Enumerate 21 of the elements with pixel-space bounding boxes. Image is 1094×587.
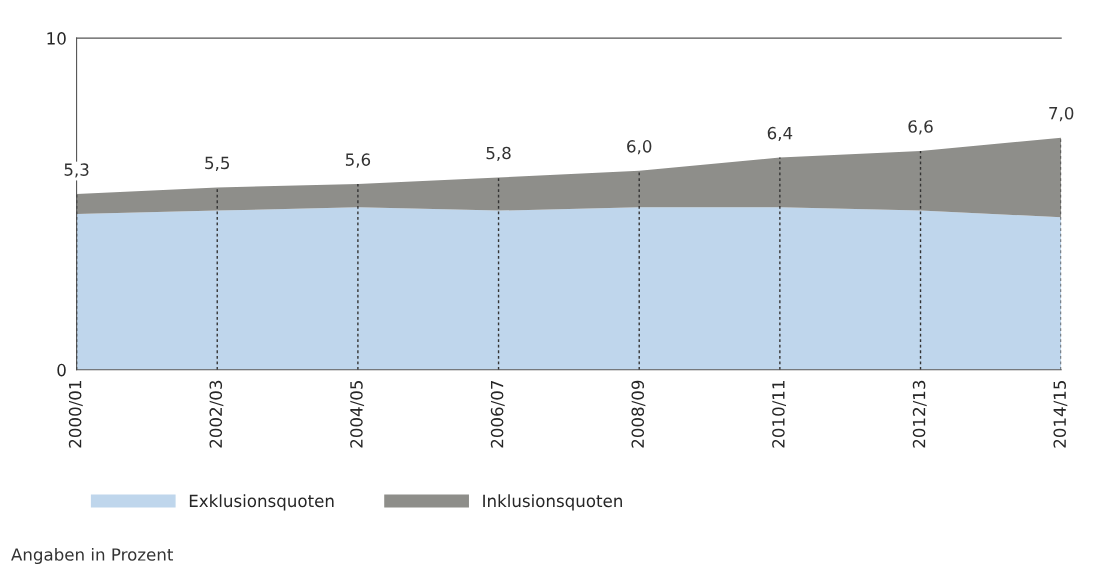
legend-label: Inklusionsquoten: [483, 494, 622, 511]
x-tick-label: 2014/15: [1053, 380, 1068, 448]
text: Angaben in Prozent: [11, 547, 174, 565]
total-label: 5,8: [486, 146, 511, 161]
y-tick-label: 0: [57, 363, 66, 377]
x-tick-label: 2006/07: [490, 380, 505, 448]
total-label: 6,6: [908, 120, 933, 135]
total-label: 5,6: [345, 153, 371, 168]
total-label: 6,0: [627, 140, 652, 155]
x-tick-label: 2010/11: [772, 381, 787, 448]
x-tick-label: 2004/05: [350, 380, 365, 448]
total-label: 5,3: [64, 163, 89, 178]
x-tick-label: 2012/13: [912, 380, 927, 448]
total-label: 6,4: [767, 126, 793, 142]
x-tick-label: 2002/03: [209, 380, 224, 448]
legend-label: Exklusionsquoten: [189, 494, 334, 511]
total-label: 5,5: [205, 156, 230, 171]
y-tick-label: 10: [47, 32, 66, 45]
x-tick-label: 2008/09: [631, 380, 646, 448]
total-label: 7,0: [1049, 106, 1074, 122]
x-tick-label: 2000/01: [68, 381, 83, 448]
